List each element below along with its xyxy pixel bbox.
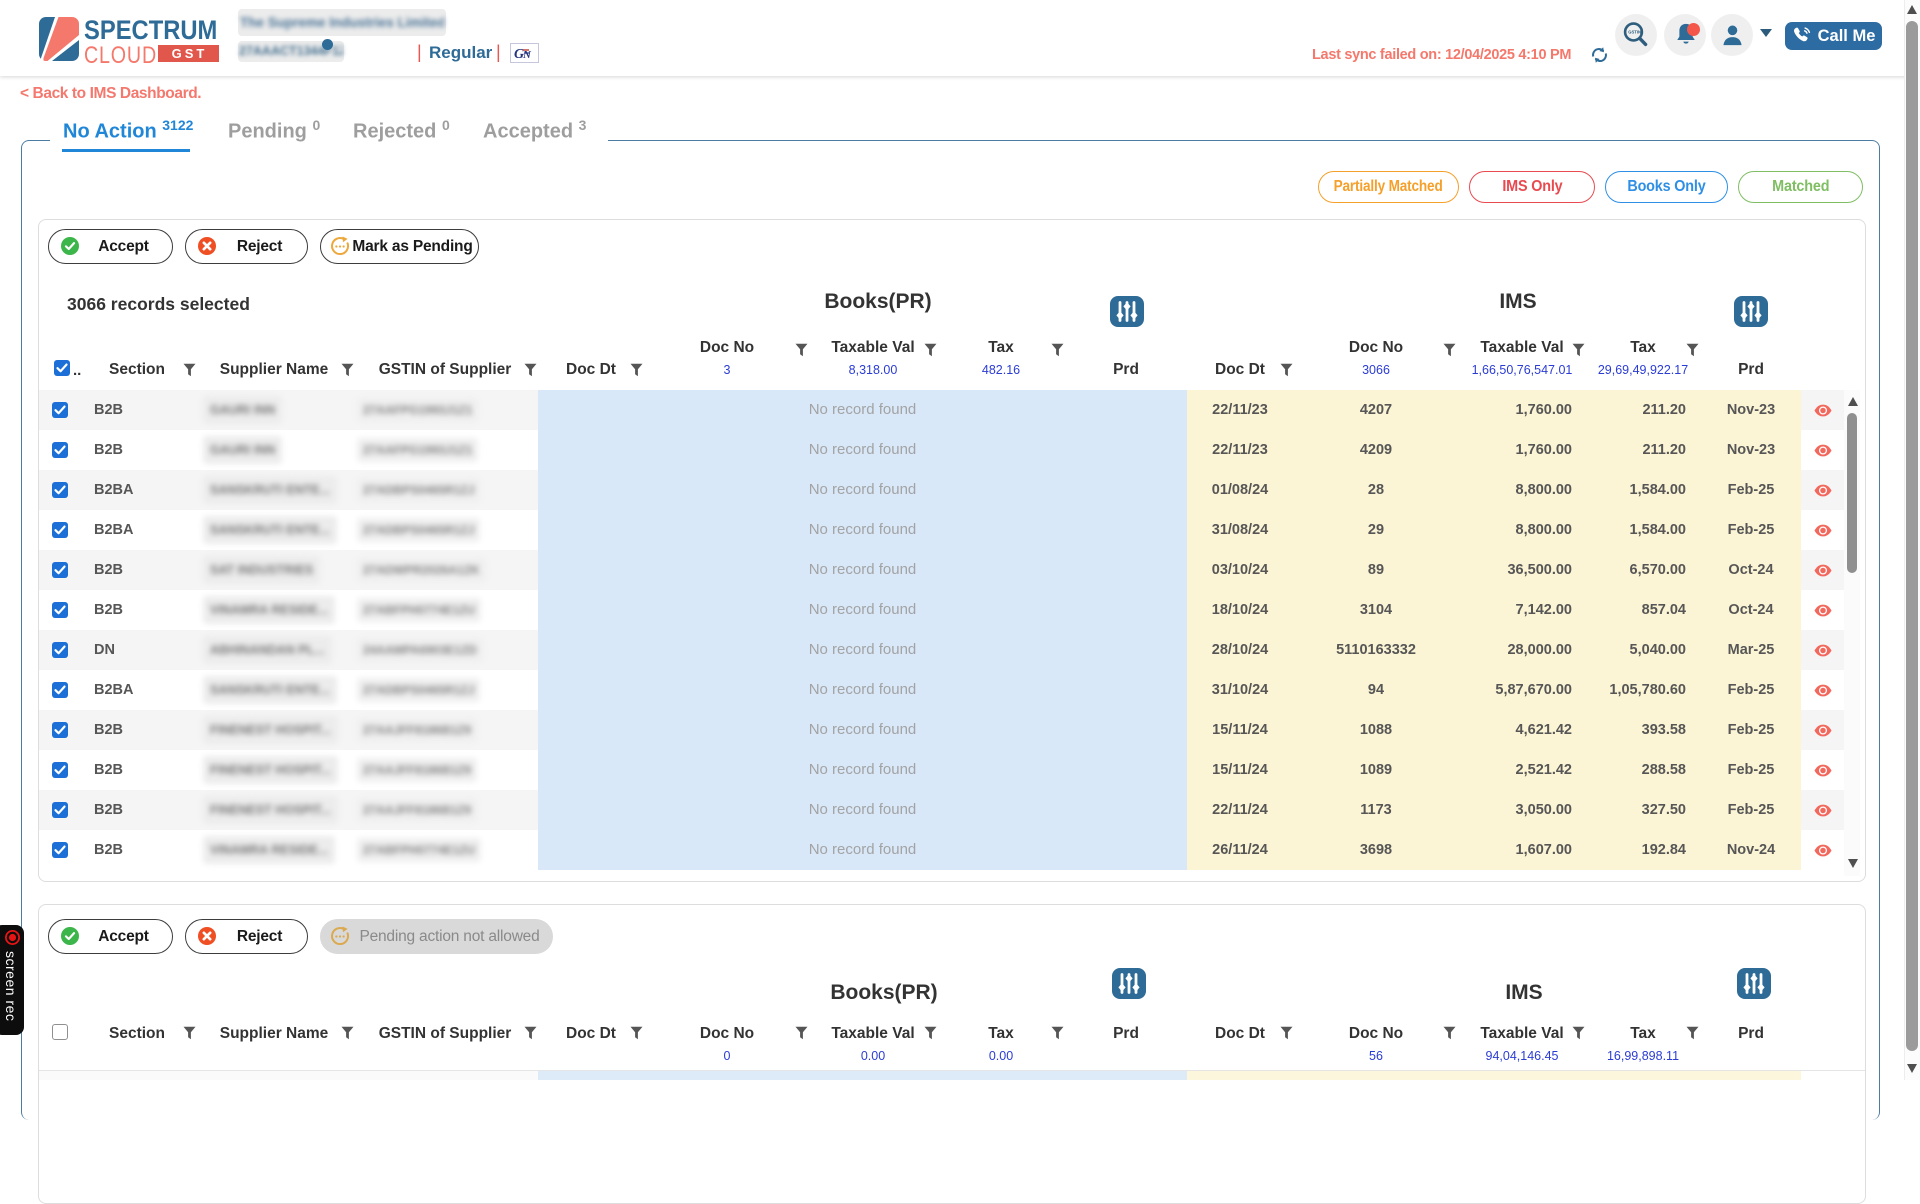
svg-text:G: G — [514, 47, 524, 62]
svg-text:N: N — [522, 49, 532, 61]
svg-text:GSTIN: GSTIN — [1628, 30, 1641, 35]
